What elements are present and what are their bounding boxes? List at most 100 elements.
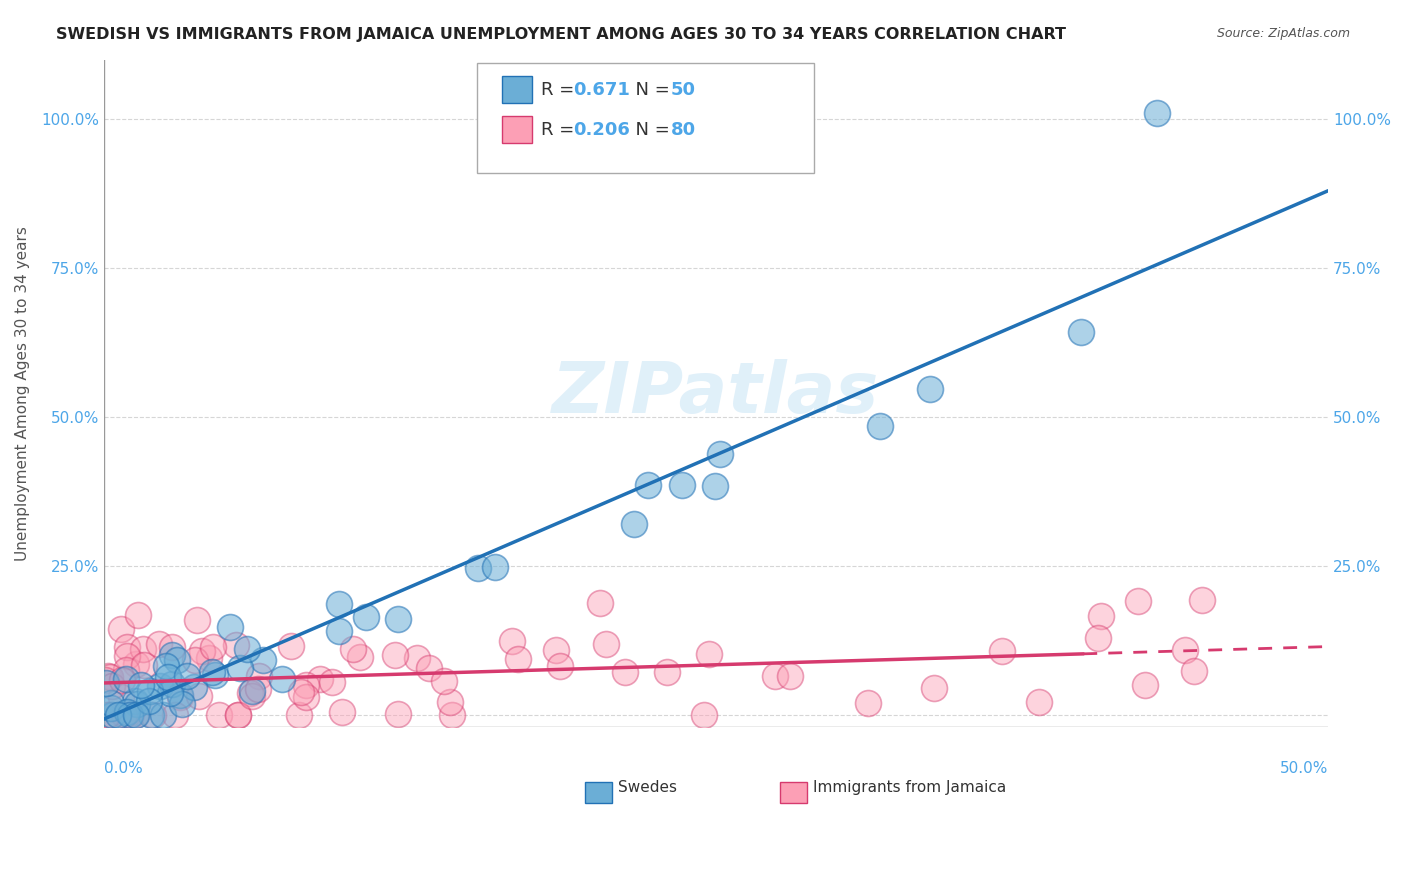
Point bbox=[623, 517, 645, 532]
Point bbox=[1087, 631, 1109, 645]
Point bbox=[127, 608, 149, 623]
Point bbox=[117, 706, 139, 720]
Point bbox=[240, 683, 263, 698]
Point bbox=[239, 685, 262, 699]
Point bbox=[501, 634, 523, 648]
Point bbox=[226, 707, 249, 722]
Point bbox=[779, 669, 801, 683]
Point bbox=[655, 665, 678, 680]
Point bbox=[1146, 106, 1168, 120]
Point bbox=[671, 478, 693, 492]
Point bbox=[252, 653, 274, 667]
Text: Immigrants from Jamaica: Immigrants from Jamaica bbox=[813, 780, 1007, 795]
Point bbox=[226, 707, 249, 722]
Point bbox=[197, 651, 219, 665]
Point bbox=[160, 648, 183, 662]
Point bbox=[188, 689, 211, 703]
Point bbox=[124, 707, 146, 722]
Point bbox=[588, 596, 610, 610]
Point bbox=[124, 707, 146, 722]
Point bbox=[183, 681, 205, 695]
Text: R =: R = bbox=[541, 80, 581, 99]
Point bbox=[96, 707, 118, 722]
Point bbox=[127, 697, 149, 711]
Point bbox=[613, 665, 636, 679]
Point bbox=[202, 640, 225, 654]
Point bbox=[186, 613, 208, 627]
Point bbox=[100, 707, 122, 722]
Text: 50: 50 bbox=[671, 80, 696, 99]
Point bbox=[991, 644, 1014, 658]
Point bbox=[120, 707, 142, 722]
Point bbox=[97, 707, 120, 722]
Point bbox=[100, 707, 122, 722]
Point bbox=[134, 658, 156, 673]
Text: N =: N = bbox=[624, 80, 676, 99]
Point bbox=[218, 620, 240, 634]
Point bbox=[240, 689, 263, 703]
Point bbox=[166, 653, 188, 667]
Point bbox=[115, 648, 138, 663]
Point bbox=[139, 707, 162, 722]
FancyBboxPatch shape bbox=[585, 782, 612, 804]
Point bbox=[156, 671, 179, 685]
Point bbox=[100, 700, 122, 714]
Point bbox=[349, 649, 371, 664]
Point bbox=[169, 690, 191, 704]
Point bbox=[176, 669, 198, 683]
Point bbox=[115, 663, 138, 677]
Point bbox=[207, 707, 229, 722]
Point bbox=[148, 638, 170, 652]
Point bbox=[384, 648, 406, 662]
FancyBboxPatch shape bbox=[780, 782, 807, 804]
Point bbox=[1128, 593, 1150, 607]
Point bbox=[290, 685, 312, 699]
Point bbox=[169, 689, 191, 703]
Point bbox=[328, 597, 350, 611]
Point bbox=[637, 478, 659, 492]
Point bbox=[271, 672, 294, 686]
Text: ZIPatlas: ZIPatlas bbox=[553, 359, 880, 427]
Point bbox=[387, 612, 409, 626]
Point bbox=[201, 665, 224, 679]
Point bbox=[595, 636, 617, 650]
Point bbox=[1174, 643, 1197, 657]
Point bbox=[149, 680, 172, 694]
Point bbox=[236, 641, 259, 656]
Point bbox=[441, 707, 464, 722]
FancyBboxPatch shape bbox=[502, 77, 533, 103]
Point bbox=[1028, 695, 1050, 709]
Point bbox=[330, 705, 353, 719]
Point bbox=[142, 707, 165, 722]
Point bbox=[159, 686, 181, 700]
Point bbox=[94, 673, 117, 687]
Point bbox=[354, 610, 377, 624]
Point bbox=[432, 674, 454, 689]
Point bbox=[101, 679, 124, 693]
Text: R =: R = bbox=[541, 120, 581, 138]
Point bbox=[110, 622, 132, 636]
Point bbox=[924, 681, 946, 696]
Point bbox=[508, 651, 530, 665]
Point bbox=[115, 707, 138, 722]
Point bbox=[703, 479, 725, 493]
Point bbox=[328, 624, 350, 638]
Point bbox=[111, 673, 134, 688]
Point bbox=[856, 696, 879, 710]
Point bbox=[247, 681, 270, 696]
Point bbox=[484, 559, 506, 574]
Point bbox=[112, 707, 135, 722]
Point bbox=[155, 658, 177, 673]
Point bbox=[1182, 664, 1205, 678]
Point bbox=[97, 669, 120, 683]
Point bbox=[288, 707, 311, 722]
Point bbox=[321, 675, 343, 690]
Point bbox=[107, 707, 129, 722]
Y-axis label: Unemployment Among Ages 30 to 34 years: Unemployment Among Ages 30 to 34 years bbox=[15, 226, 30, 560]
Point bbox=[118, 707, 141, 722]
Point bbox=[548, 658, 571, 673]
Point bbox=[918, 382, 941, 396]
Point bbox=[138, 694, 160, 708]
Point bbox=[115, 673, 138, 687]
Point bbox=[204, 668, 226, 682]
